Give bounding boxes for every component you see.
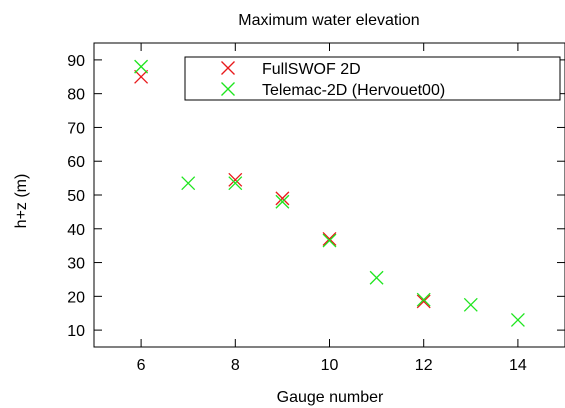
series-telemac-2d [134,59,525,327]
y-tick-label: 70 [67,120,85,137]
data-point-marker [510,313,525,327]
y-axis-label: h+z (m) [13,174,30,229]
data-point-marker [228,172,243,187]
data-point-marker [322,231,337,246]
y-tick-label: 60 [67,154,85,171]
x-tick-label: 10 [321,357,339,374]
data-point-marker [134,59,149,74]
chart-title: Maximum water elevation [238,12,419,29]
x-tick-label: 8 [231,357,240,374]
data-point-marker [369,270,384,285]
legend-marker-1 [221,61,235,75]
y-tick-label: 50 [67,188,85,205]
data-points [134,59,525,327]
x-tick-label: 12 [415,357,433,374]
legend-box [184,56,561,101]
data-point-marker [134,69,149,84]
data-point-marker [275,194,290,209]
y-tick-label: 80 [67,87,85,104]
y-tick-label: 30 [67,256,85,273]
data-point-marker [416,294,431,309]
data-point-marker [181,176,196,191]
legend-marker-2 [221,82,235,96]
x-axis-label: Gauge number [277,389,384,406]
y-tick-label: 90 [67,53,85,70]
y-tick-label: 20 [67,289,85,306]
series-fullswof-2d [134,69,431,309]
y-axis-ticks: 10 20 30 40 50 60 70 80 90 [67,53,565,340]
data-point-marker [416,292,431,307]
data-point-marker [322,233,337,248]
y-tick-label: 40 [67,222,85,239]
y-tick-label: 10 [67,323,85,340]
legend-label-2: Telemac-2D (Hervouet00) [262,82,445,99]
data-point-marker [275,191,290,206]
legend-label-1: FullSWOF 2D [262,61,361,78]
x-tick-label: 14 [509,357,527,374]
x-tick-label: 6 [137,357,146,374]
x-axis-ticks: 6 8 10 12 14 [137,43,527,374]
data-point-marker [228,176,243,191]
legend: FullSWOF 2D Telemac-2D (Hervouet00) [184,56,561,101]
data-point-marker [463,297,478,312]
